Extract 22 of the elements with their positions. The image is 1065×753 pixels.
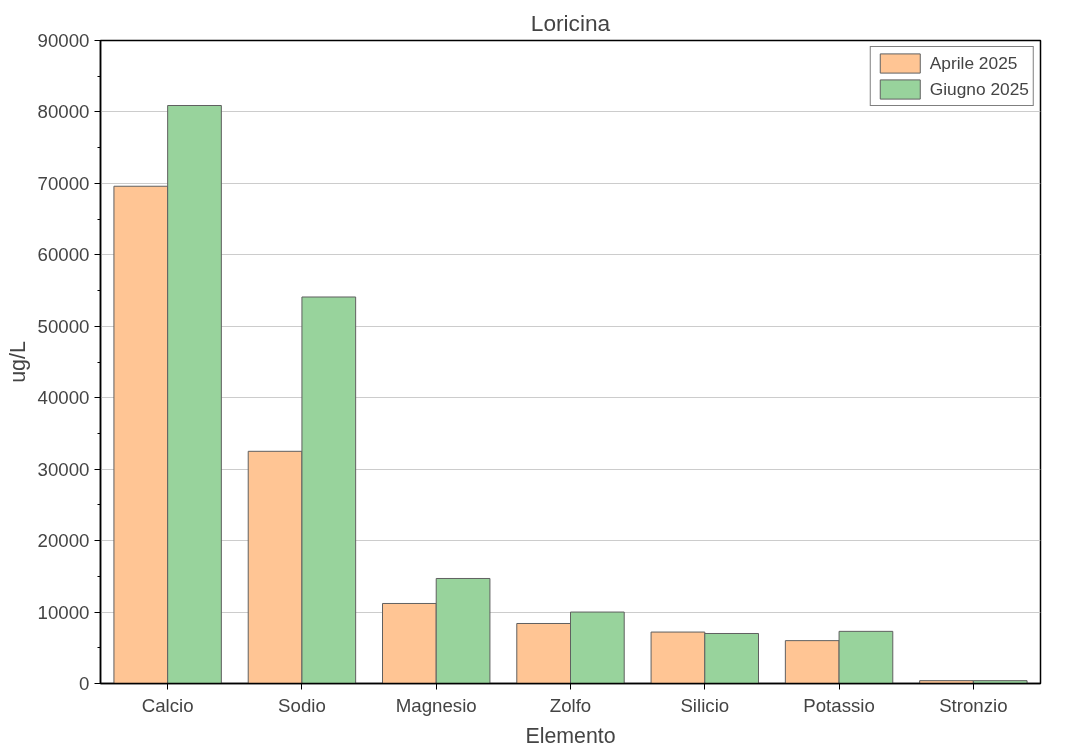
x-tick-label: Stronzio — [939, 694, 1008, 716]
y-tick-label: 10000 — [37, 601, 90, 623]
y-axis-title: ug/L — [5, 341, 30, 383]
legend-label: Aprile 2025 — [929, 52, 1018, 74]
x-tick-label: Calcio — [141, 694, 194, 716]
y-tick-label: 80000 — [37, 101, 90, 123]
x-tick-label: Sodio — [278, 694, 326, 716]
y-tick-label: 0 — [79, 673, 90, 694]
x-tick-label: Potassio — [803, 694, 875, 716]
y-tick-label: 40000 — [37, 387, 90, 409]
y-tick-label: 70000 — [37, 172, 90, 194]
x-tick-label: Magnesio — [395, 694, 477, 716]
x-tick-label: Silicio — [680, 694, 730, 716]
y-tick-label: 90000 — [37, 30, 90, 51]
y-tick-label: 50000 — [37, 315, 90, 337]
y-tick-label: 20000 — [37, 530, 90, 552]
y-tick-label: 30000 — [37, 458, 90, 480]
chart-title: Loricina — [530, 9, 611, 36]
x-axis-title: Elemento — [525, 723, 616, 748]
y-tick-label: 60000 — [37, 244, 90, 266]
legend-label: Giugno 2025 — [929, 78, 1029, 100]
x-tick-label: Zolfo — [549, 694, 592, 716]
